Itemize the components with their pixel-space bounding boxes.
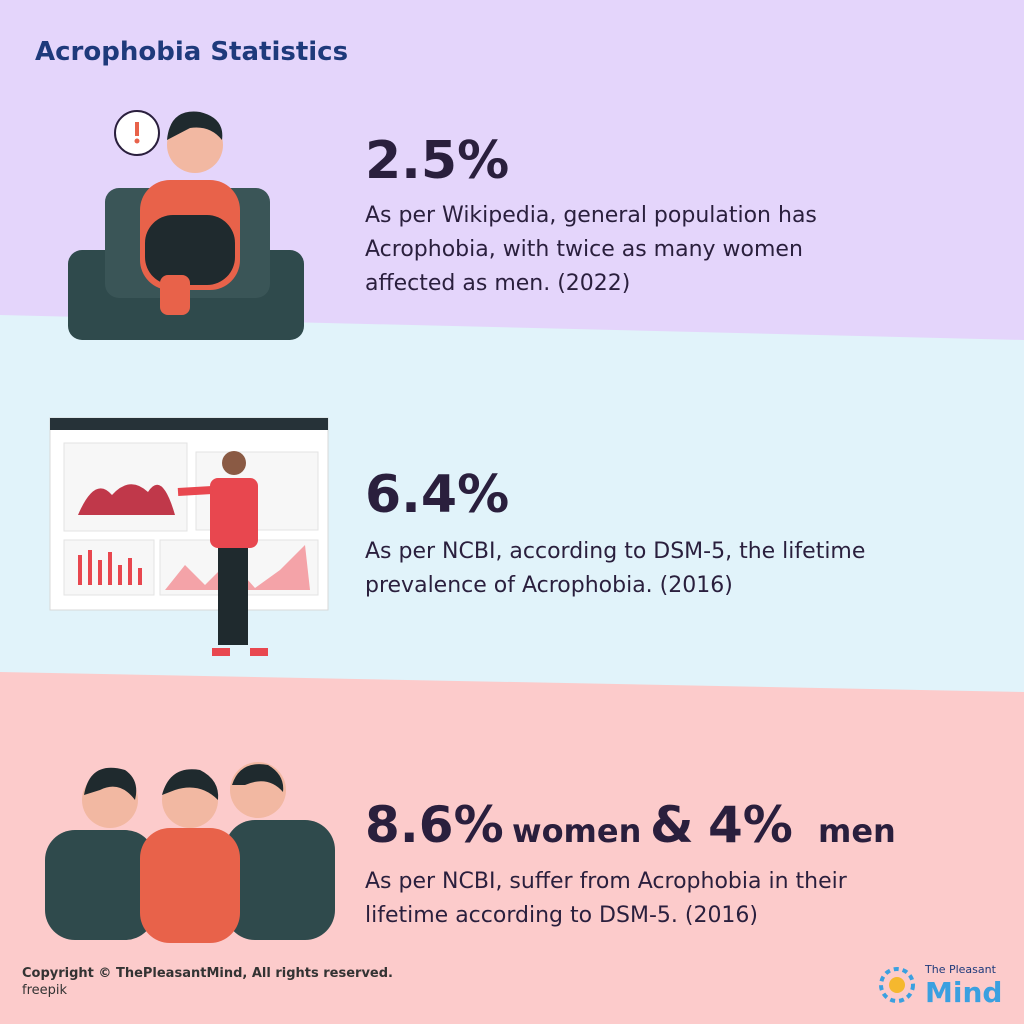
shoe xyxy=(212,648,230,656)
description: As per NCBI, suffer from Acrophobia in t… xyxy=(365,869,848,894)
stat-part: 4% xyxy=(708,796,793,854)
logo-top: The Pleasant xyxy=(924,963,997,976)
area-chart-2 xyxy=(165,545,310,590)
copyright: Copyright © ThePleasantMind, All rights … xyxy=(22,966,393,981)
stat: 2.5% xyxy=(365,131,509,191)
hair xyxy=(84,767,137,800)
stat-part: & xyxy=(650,796,694,854)
woman-left xyxy=(45,830,155,940)
description: Acrophobia, with twice as many women xyxy=(365,237,803,262)
bars xyxy=(78,550,142,585)
presenter-arm xyxy=(177,486,213,496)
stat: 8.6% women & 4% men xyxy=(365,796,896,854)
logo-rays xyxy=(879,967,915,1003)
description: As per Wikipedia, general population has xyxy=(365,203,817,228)
area-chart xyxy=(78,484,175,515)
logo-bottom: Mind xyxy=(925,976,1002,1009)
title: Acrophobia Statistics xyxy=(35,37,348,67)
stat-part: men xyxy=(818,812,896,850)
description: As per NCBI, according to DSM-5, the lif… xyxy=(365,539,865,564)
stat-part: women xyxy=(512,812,641,850)
description: prevalence of Acrophobia. (2016) xyxy=(365,573,733,598)
illustration-women xyxy=(45,762,335,943)
description: lifetime according to DSM-5. (2016) xyxy=(365,903,758,928)
woman-middle xyxy=(140,828,240,943)
stat: 6.4% xyxy=(365,465,509,525)
description: affected as men. (2022) xyxy=(365,271,630,296)
exclaim xyxy=(135,122,139,136)
illustration-couch xyxy=(68,110,304,340)
stat-part: 8.6% xyxy=(365,796,504,854)
screen-bar xyxy=(50,418,328,430)
logo-icon xyxy=(879,967,915,1003)
hair xyxy=(162,769,219,800)
credit: freepik xyxy=(22,983,67,998)
woman-right xyxy=(225,820,335,940)
presenter-jacket xyxy=(210,478,258,548)
sock xyxy=(160,275,190,315)
shoe xyxy=(250,648,268,656)
logo-sun xyxy=(889,977,905,993)
hair xyxy=(232,764,284,792)
exclaim-dot xyxy=(134,138,140,144)
legs xyxy=(145,215,235,285)
illustration-dashboard xyxy=(49,417,329,656)
presenter-head xyxy=(222,451,246,475)
hair xyxy=(167,111,223,140)
